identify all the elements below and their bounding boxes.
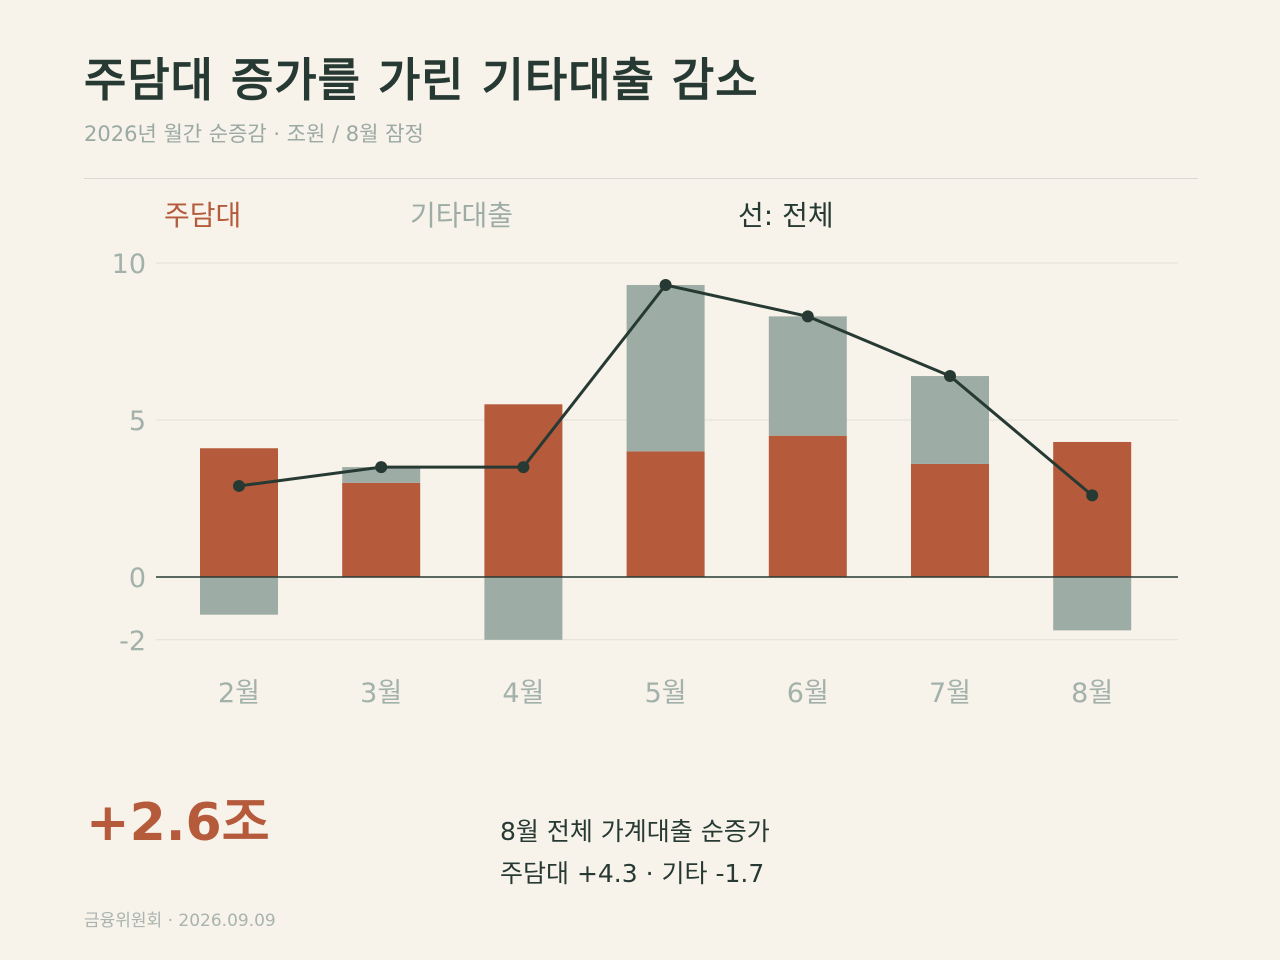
total-point [659, 278, 672, 291]
header-divider [84, 178, 1198, 179]
x-tick-label: 6월 [787, 678, 829, 709]
bar-other-loans [626, 284, 705, 452]
legend-total-line: 선: 전체 [738, 199, 834, 232]
y-tick-label: 0 [129, 563, 146, 594]
x-tick-label: 2월 [218, 678, 260, 709]
x-tick-label: 5월 [645, 678, 687, 709]
total-point [233, 479, 245, 492]
y-tick-label: 5 [129, 406, 146, 437]
total-point [801, 310, 814, 323]
chart-subtitle: 2026년 월간 순증감 · 조원 / 8월 잠정 [84, 122, 424, 146]
bar-other-loans [1053, 577, 1132, 631]
total-point [1086, 489, 1099, 502]
y-tick-label: -2 [119, 626, 146, 657]
summary-breakdown: 주담대 +4.3 · 기타 -1.7 [500, 859, 765, 888]
bar-mortgage [768, 435, 847, 577]
x-tick-label: 8월 [1071, 678, 1113, 709]
y-tick-label: 10 [112, 249, 146, 280]
bar-other-loans [768, 316, 847, 436]
summary-caption: 8월 전체 가계대출 순증가 [500, 817, 770, 846]
headline-value: +2.6조 [86, 793, 270, 853]
bar-other-loans [484, 577, 563, 640]
bar-other-loans [911, 376, 989, 464]
bar-mortgage [342, 482, 421, 577]
total-point [375, 461, 388, 474]
bar-mortgage [200, 448, 278, 577]
x-tick-label: 7월 [929, 678, 971, 709]
bar-mortgage [626, 451, 705, 577]
bar-other-loans [200, 577, 278, 615]
legend-other-loans: 기타대출 [410, 199, 514, 232]
total-point [944, 370, 956, 383]
chart-title: 주담대 증가를 가린 기타대출 감소 [84, 53, 759, 107]
total-point [517, 461, 530, 474]
bar-mortgage [911, 463, 989, 577]
source-note: 금융위원회 · 2026.09.09 [84, 911, 276, 931]
legend-mortgage: 주담대 [164, 199, 242, 232]
x-tick-label: 4월 [502, 678, 544, 709]
stacked-bar-line-chart: 10 5 0 -2 2월 3월 4월 5월 6월 7월 8월 [112, 249, 1178, 709]
x-tick-label: 3월 [360, 678, 402, 709]
bar-mortgage [1053, 441, 1132, 577]
